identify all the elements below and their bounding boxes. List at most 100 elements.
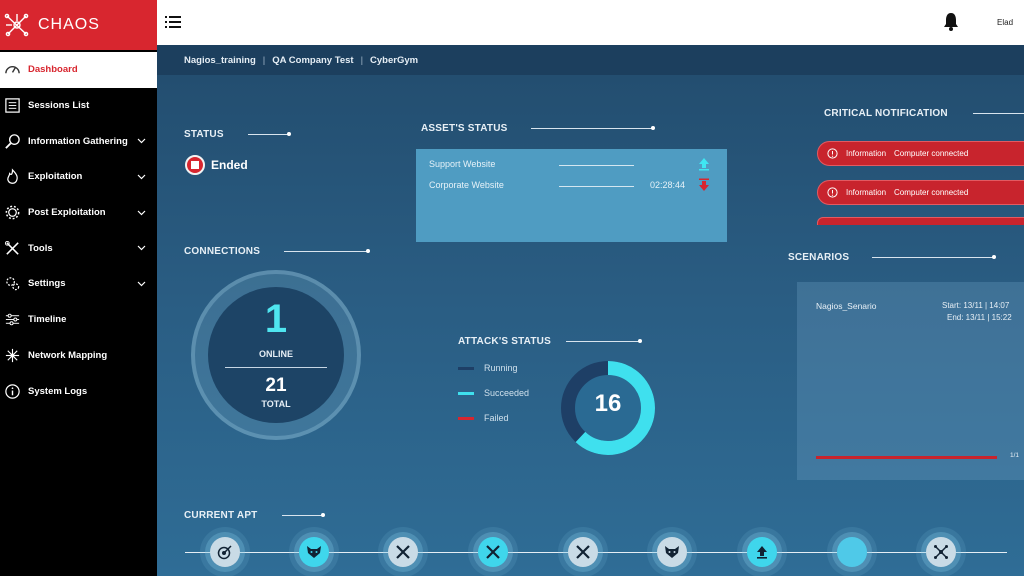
target-icon	[217, 545, 232, 560]
sidebar-item-exploitation[interactable]: Exploitation	[0, 159, 157, 195]
dashboard-main: STATUS Ended ASSET'S STATUS Support Webs…	[157, 75, 1024, 576]
notification-type: Information	[846, 149, 887, 158]
sidebar-item-label: Exploitation	[28, 171, 83, 183]
gears-icon	[3, 275, 21, 293]
sidebar-nav: Dashboard Sessions List Information Gath…	[0, 52, 157, 409]
apt-step-5[interactable]	[568, 537, 598, 567]
apt-step-7[interactable]	[747, 537, 777, 567]
menu-icon[interactable]	[165, 15, 181, 29]
connections-total-count: 21	[265, 375, 287, 396]
sidebar-item-system-logs[interactable]: System Logs	[0, 373, 157, 409]
gauge-icon	[3, 61, 21, 79]
scenario-pager: 1/1	[1010, 452, 1020, 459]
status-title: STATUS	[184, 129, 224, 140]
user-name[interactable]: Elad	[997, 18, 1014, 27]
attack-status-donut	[561, 361, 655, 455]
notification-item[interactable]: Information Computer connected	[817, 141, 1024, 166]
asset-time: 02:28:44	[650, 180, 686, 190]
title-line	[973, 113, 1024, 114]
breadcrumb-separator: |	[262, 54, 266, 66]
fox-icon	[307, 546, 321, 558]
legend-label: Failed	[484, 413, 509, 423]
connections-total-label: TOTAL	[261, 399, 291, 409]
breadcrumb-item[interactable]: Nagios_training	[184, 54, 256, 66]
sidebar-item-label: Tools	[28, 242, 53, 254]
title-line	[284, 251, 367, 252]
sidebar-item-label: Post Exploitation	[28, 207, 106, 219]
sidebar-item-label: Information Gathering	[28, 135, 128, 147]
tools-icon	[3, 239, 21, 257]
connections-online-label: ONLINE	[258, 349, 293, 359]
scenarios-panel: Nagios_Senario Start: 13/11 | 14:07 End:…	[797, 282, 1024, 480]
legend-item-failed: Failed	[458, 412, 509, 424]
sidebar-item-post-exploitation[interactable]: Post Exploitation	[0, 195, 157, 231]
network-icon	[934, 545, 948, 559]
chevron-down-icon[interactable]	[137, 172, 146, 181]
asset-line	[559, 165, 634, 166]
apt-step-3[interactable]	[388, 537, 418, 567]
apt-step-4[interactable]	[478, 537, 508, 567]
sidebar: CHAOS Dashboard Sessions List Informatio…	[0, 0, 157, 576]
title-line	[248, 134, 288, 135]
sidebar-item-label: Network Mapping	[28, 349, 108, 361]
tools-icon	[396, 545, 410, 559]
chevron-down-icon[interactable]	[137, 279, 146, 288]
connections-circle	[208, 287, 344, 423]
sidebar-item-settings[interactable]: Settings	[0, 266, 157, 302]
bell-icon[interactable]	[943, 12, 959, 31]
sidebar-item-network-mapping[interactable]: Network Mapping	[0, 338, 157, 374]
apt-step-9[interactable]	[926, 537, 956, 567]
chevron-down-icon[interactable]	[137, 243, 146, 252]
sidebar-item-information-gathering[interactable]: Information Gathering	[0, 123, 157, 159]
apt-step-8[interactable]	[837, 537, 867, 567]
sidebar-item-label: Dashboard	[28, 64, 78, 76]
title-line	[566, 341, 640, 342]
tools-icon	[486, 545, 500, 559]
sidebar-item-label: Sessions List	[28, 100, 90, 112]
asset-row[interactable]: Corporate Website 02:28:44	[416, 178, 727, 194]
scenario-name[interactable]: Nagios_Senario	[816, 301, 877, 311]
apt-step-1[interactable]	[210, 537, 240, 567]
apt-step-6[interactable]	[657, 537, 687, 567]
info-icon	[3, 382, 21, 400]
apt-step-2[interactable]	[299, 537, 329, 567]
scenarios-title: SCENARIOS	[788, 252, 850, 263]
sidebar-item-sessions-list[interactable]: Sessions List	[0, 88, 157, 124]
title-dot	[287, 132, 291, 136]
connections-divider	[225, 367, 327, 368]
asset-name: Support Website	[429, 159, 496, 169]
title-line	[872, 257, 994, 258]
critical-notification-title: CRITICAL NOTIFICATION	[824, 108, 948, 119]
legend-label: Succeeded	[484, 388, 530, 398]
logo[interactable]: CHAOS	[0, 0, 157, 50]
attack-status-total: 16	[594, 390, 622, 417]
asset-row[interactable]: Support Website	[416, 157, 727, 173]
chevron-down-icon[interactable]	[137, 208, 146, 217]
attack-status-title: ATTACK'S STATUS	[458, 336, 551, 347]
title-line	[531, 128, 653, 129]
sidebar-item-timeline[interactable]: Timeline	[0, 302, 157, 338]
breadcrumb-item[interactable]: QA Company Test	[272, 54, 354, 66]
breadcrumb-item[interactable]: CyberGym	[370, 54, 419, 66]
arrow-down-icon	[699, 178, 709, 191]
network-icon	[3, 346, 21, 364]
tools-icon	[576, 545, 590, 559]
chevron-down-icon[interactable]	[137, 136, 146, 145]
legend-swatch	[458, 391, 474, 395]
scenario-progress-bar	[816, 456, 997, 459]
sidebar-item-dashboard[interactable]: Dashboard	[0, 52, 157, 88]
current-apt-title: CURRENT APT	[184, 510, 258, 521]
donut-succeeded-arc	[561, 361, 655, 455]
sidebar-item-tools[interactable]: Tools	[0, 230, 157, 266]
title-dot	[321, 513, 325, 517]
breadcrumb-separator: |	[360, 54, 364, 66]
asset-name: Corporate Website	[429, 180, 504, 190]
asset-status-title: ASSET'S STATUS	[421, 123, 508, 134]
asset-line	[559, 186, 634, 187]
title-line	[282, 515, 322, 516]
asset-status-panel: Support Website Corporate Website 02:28:…	[416, 149, 727, 242]
info-icon	[827, 148, 838, 159]
logo-text: CHAOS	[38, 16, 100, 33]
notification-item[interactable]: Information Computer connected	[817, 180, 1024, 205]
notification-item-partial[interactable]	[817, 217, 1024, 225]
